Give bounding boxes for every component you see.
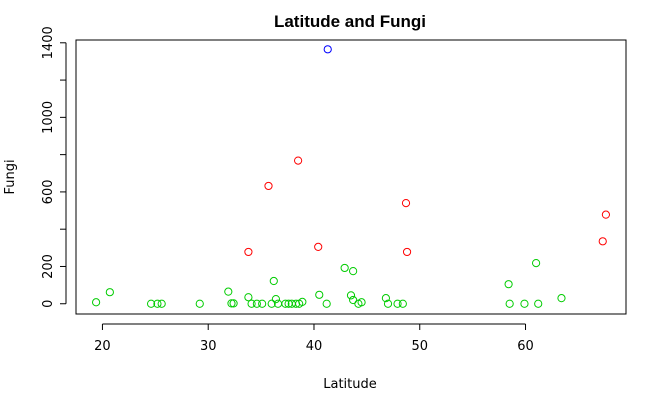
- data-point-green: [520, 299, 529, 308]
- data-point-green: [505, 299, 514, 308]
- data-point-green: [504, 280, 513, 289]
- data-point-green: [349, 295, 358, 305]
- data-point-green: [531, 259, 541, 268]
- data-point-green: [91, 298, 101, 307]
- data-point-green: [383, 299, 393, 308]
- data-point-red: [598, 237, 607, 246]
- data-point-green: [227, 299, 236, 308]
- data-point-green: [393, 299, 402, 308]
- data-point-green: [281, 299, 290, 308]
- x-tick-label: 30: [200, 339, 217, 354]
- y-axis: 0 200 600 1000 1400: [41, 26, 67, 308]
- data-point-green: [153, 299, 162, 308]
- y-axis-label: Fungi: [3, 159, 18, 194]
- data-point-green: [105, 288, 114, 297]
- data-point-green: [534, 299, 543, 308]
- data-point-green: [271, 294, 281, 304]
- data-point-green: [224, 287, 233, 296]
- data-point-red: [402, 247, 412, 257]
- x-axis-label: Latitude: [323, 377, 377, 392]
- x-tick-label: 60: [517, 339, 534, 354]
- data-point-red: [601, 210, 611, 219]
- data-point-green: [315, 290, 324, 299]
- data-point-green: [322, 299, 331, 308]
- data-point-green: [298, 297, 307, 306]
- x-tick-label: 50: [411, 339, 428, 354]
- data-point-green: [258, 299, 267, 308]
- data-point-green: [340, 263, 349, 273]
- x-tick-label: 40: [306, 339, 323, 354]
- data-point-red: [264, 181, 273, 191]
- data-point-red: [244, 247, 253, 257]
- data-point-green: [247, 299, 256, 308]
- data-point-red: [294, 156, 303, 165]
- data-point-blue: [323, 45, 332, 54]
- data-point-green: [357, 298, 366, 307]
- data-point-green: [269, 276, 278, 286]
- data-point-green: [398, 299, 407, 308]
- x-tick-label: 20: [94, 339, 111, 354]
- x-axis: 20 30 40 50 60: [94, 323, 534, 354]
- data-point-red: [401, 198, 411, 208]
- y-tick-label: 600: [41, 179, 56, 204]
- chart-title: Latitude and Fungi: [274, 12, 426, 31]
- data-point-green: [381, 294, 391, 303]
- data-point-green: [267, 299, 276, 308]
- y-tick-label: 200: [41, 254, 56, 279]
- data-point-red: [314, 242, 323, 251]
- plot-frame: [75, 39, 627, 315]
- data-point-green: [346, 291, 356, 300]
- y-tick-label: 1000: [41, 101, 56, 134]
- data-point-green: [157, 299, 166, 308]
- data-point-green: [557, 294, 566, 303]
- data-points: [91, 45, 611, 308]
- y-tick-label: 0: [41, 300, 56, 308]
- data-point-green: [229, 299, 238, 308]
- data-point-green: [244, 293, 253, 302]
- data-point-green: [146, 299, 156, 308]
- data-point-green: [349, 267, 358, 276]
- data-point-green: [195, 299, 204, 308]
- y-tick-label: 1400: [41, 26, 56, 59]
- data-point-green: [252, 299, 261, 308]
